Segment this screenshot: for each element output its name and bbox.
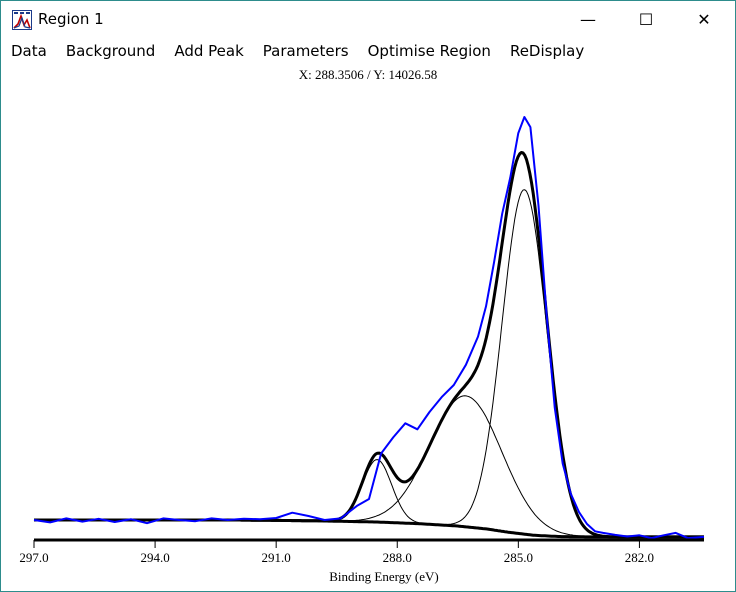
menu-bar: Data Background Add Peak Parameters Opti… — [1, 39, 735, 63]
menu-background[interactable]: Background — [65, 42, 156, 60]
spectrum-plot[interactable]: 297.0 294.0 291.0 288.0 285.0 282.0 Binding E… — [1, 81, 735, 591]
fit-envelope-curve — [34, 151, 704, 539]
app-icon — [12, 10, 32, 30]
cursor-coordinate-readout: X: 288.3506 / Y: 14026.58 — [298, 67, 438, 82]
measured-data-trace — [33, 116, 705, 540]
menu-add-peak[interactable]: Add Peak — [174, 42, 244, 60]
fit-curves-group — [33, 116, 705, 540]
x-axis-label: Binding Energy (eV) — [329, 569, 439, 584]
x-axis-ticks: 297.0 294.0 291.0 288.0 285.0 282.0 — [19, 540, 654, 565]
menu-redisplay[interactable]: ReDisplay — [509, 42, 585, 60]
background-curve — [34, 518, 704, 539]
close-button[interactable]: ✕ — [697, 9, 711, 29]
component-peak-3 — [445, 189, 604, 537]
component-peak-2 — [348, 395, 584, 537]
minimize-button[interactable]: — — [580, 9, 596, 29]
maximize-button[interactable]: ☐ — [638, 9, 654, 29]
title-bar[interactable]: Region 1 — ☐ ✕ — [1, 1, 735, 37]
x-tick-label: 285.0 — [504, 550, 533, 565]
x-tick-label: 282.0 — [625, 550, 654, 565]
x-tick-label: 291.0 — [262, 550, 291, 565]
x-tick-label: 297.0 — [19, 550, 48, 565]
x-tick-label: 288.0 — [383, 550, 412, 565]
menu-data[interactable]: Data — [11, 42, 47, 60]
menu-parameters[interactable]: Parameters — [262, 42, 349, 60]
x-tick-label: 294.0 — [140, 550, 169, 565]
menu-optimise-region[interactable]: Optimise Region — [367, 42, 491, 60]
window-title: Region 1 — [38, 10, 104, 28]
